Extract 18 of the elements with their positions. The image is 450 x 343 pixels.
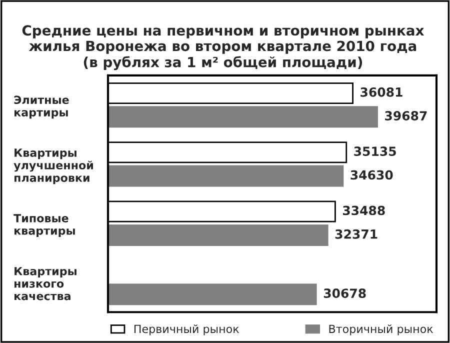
data-label: 36081 bbox=[360, 87, 402, 97]
data-label: 34630 bbox=[350, 170, 393, 180]
bar bbox=[108, 165, 344, 187]
chart-title: Средние цены на первичном и вторичном рынках жилья Воронежа во втором квартале 2010 года (в рублях за 1 м² общей площади) bbox=[22, 25, 424, 70]
bar bbox=[108, 224, 328, 246]
data-label: 35135 bbox=[354, 146, 396, 156]
legend-label: Первичный рынок bbox=[134, 324, 239, 336]
y-tick-label: Квартиры улучшенной планировки bbox=[14, 148, 93, 184]
data-label: 39687 bbox=[385, 111, 427, 121]
data-label: 33488 bbox=[342, 206, 385, 216]
legend-label: Вторичный рынок bbox=[329, 324, 433, 336]
bar bbox=[108, 106, 378, 128]
data-label: 32371 bbox=[335, 229, 378, 239]
y-tick-label: Квартиры низкого качества bbox=[14, 267, 76, 300]
y-tick-label: Элитные картиры bbox=[14, 96, 69, 119]
y-tick-label: Типовые квартиры bbox=[14, 214, 75, 237]
data-label: 30678 bbox=[324, 288, 366, 298]
bar bbox=[108, 284, 317, 306]
